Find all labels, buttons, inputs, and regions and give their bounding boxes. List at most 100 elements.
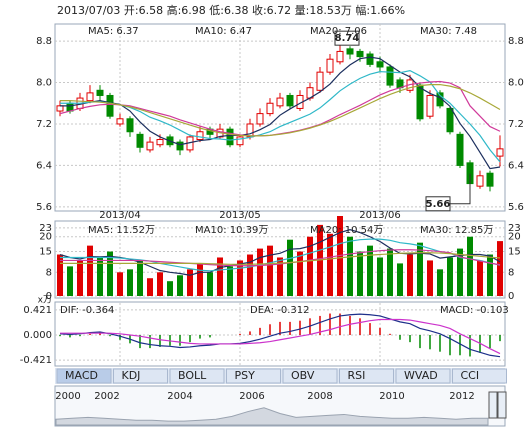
- candle-body: [476, 175, 484, 187]
- candle-body: [66, 102, 74, 112]
- y-tick-label-right: 8.0: [508, 78, 524, 89]
- legend-entry: MA30: 12.85万: [420, 225, 493, 236]
- price-panel: [54, 23, 506, 212]
- volume-bar: [277, 257, 283, 296]
- tab[interactable]: [113, 368, 168, 384]
- volume-bar: [497, 241, 503, 296]
- annotation: 8.74: [335, 33, 360, 44]
- tab-label[interactable]: MACD: [65, 369, 98, 382]
- candle-body: [356, 50, 364, 58]
- ma-line: [60, 69, 501, 163]
- y-tick-label: 20: [39, 232, 52, 243]
- handle-left[interactable]: [488, 391, 498, 419]
- y-tick-label-right: 8: [508, 267, 514, 278]
- y-tick-label: 0: [46, 291, 52, 302]
- y-tick-label: 23: [39, 223, 52, 234]
- candle-body: [96, 89, 104, 96]
- volume-bar: [397, 263, 403, 296]
- candle-body: [56, 105, 64, 112]
- volume-bar: [247, 254, 253, 296]
- tab-label[interactable]: CCI: [461, 369, 480, 382]
- ma-line: [60, 56, 501, 170]
- tab[interactable]: [282, 368, 338, 384]
- tab-label[interactable]: OBV: [291, 369, 315, 382]
- volume-bar: [357, 251, 363, 296]
- navigator-handles[interactable]: [488, 391, 507, 419]
- tab-label[interactable]: BOLL: [178, 369, 207, 382]
- candle-body: [496, 148, 504, 157]
- candle-body: [436, 92, 444, 107]
- volume-bar: [177, 275, 183, 296]
- y-tick-label: 8.0: [36, 78, 52, 89]
- volume-bar: [407, 254, 413, 296]
- volume-bar: [447, 257, 453, 296]
- candle-body: [146, 141, 154, 151]
- volume-bar: [257, 248, 263, 296]
- volume-bar: [127, 269, 133, 296]
- legend-entry: MACD: -0.103: [440, 305, 509, 316]
- y-tick-label-right: 7.2: [508, 119, 524, 130]
- volume-bar: [197, 263, 203, 296]
- tab[interactable]: [226, 368, 281, 384]
- volume-bar: [287, 239, 293, 296]
- volume-bar: [307, 236, 313, 296]
- candle-body: [286, 94, 294, 107]
- candle-body: [106, 94, 114, 117]
- candle-body: [86, 92, 94, 102]
- volume-bar: [97, 257, 103, 296]
- volume-bar: [237, 260, 243, 296]
- volume-bar: [267, 245, 273, 296]
- volume-bar: [347, 236, 353, 296]
- tab[interactable]: [395, 368, 451, 384]
- candle-body: [246, 123, 254, 138]
- legend-entry: MA10: 6.47: [195, 26, 252, 37]
- y-tick-label-right: 5.6: [508, 202, 524, 213]
- candle-body: [226, 128, 234, 146]
- year-label: 2010: [379, 391, 404, 402]
- tab[interactable]: [169, 368, 225, 384]
- candle-body: [346, 48, 354, 55]
- candle-body: [136, 133, 144, 148]
- volume-bar: [157, 272, 163, 296]
- y-tick-label-right: 20: [508, 232, 521, 243]
- legend-entry: DIF: -0.364: [60, 305, 114, 316]
- volume-unit: x万: [38, 296, 52, 306]
- volume-bar: [137, 260, 143, 296]
- annotation-box: [425, 196, 451, 212]
- navigator-area: [55, 407, 489, 426]
- tab[interactable]: [56, 368, 112, 384]
- ma-line: [60, 318, 501, 355]
- volume-bar: [427, 260, 433, 296]
- volume-bar: [437, 269, 443, 296]
- candle-body: [316, 71, 324, 91]
- candle-body: [156, 139, 164, 146]
- legend-entry: DEA: -0.312: [250, 305, 309, 316]
- volume-bar: [117, 272, 123, 296]
- tab-label[interactable]: RSI: [348, 369, 366, 382]
- volume-bar: [457, 248, 463, 296]
- legend-entry: MA20: 7.06: [310, 26, 367, 37]
- tab-label[interactable]: PSY: [235, 369, 256, 382]
- volume-bar: [417, 242, 423, 296]
- ma-line: [60, 238, 501, 272]
- y-tick-label-right: 8.8: [508, 36, 524, 47]
- y-tick-label: 8: [46, 267, 52, 278]
- y-tick-label: 5.6: [36, 202, 52, 213]
- volume-bar: [77, 260, 83, 296]
- y-tick-label: 0.000: [23, 330, 52, 341]
- volume-bar: [67, 266, 73, 296]
- candle-body: [426, 94, 434, 117]
- y-tick-label: 6.4: [36, 160, 52, 171]
- volume-bar: [187, 269, 193, 296]
- year-label: 2004: [167, 391, 192, 402]
- handle-right[interactable]: [497, 391, 507, 419]
- tab-label[interactable]: KDJ: [122, 369, 141, 382]
- tab[interactable]: [452, 368, 507, 384]
- tab-label[interactable]: WVAD: [404, 369, 438, 382]
- tab[interactable]: [339, 368, 394, 384]
- candle-body: [486, 172, 494, 187]
- candle-body: [116, 118, 124, 125]
- volume-bar: [367, 245, 373, 296]
- candle-body: [126, 118, 134, 133]
